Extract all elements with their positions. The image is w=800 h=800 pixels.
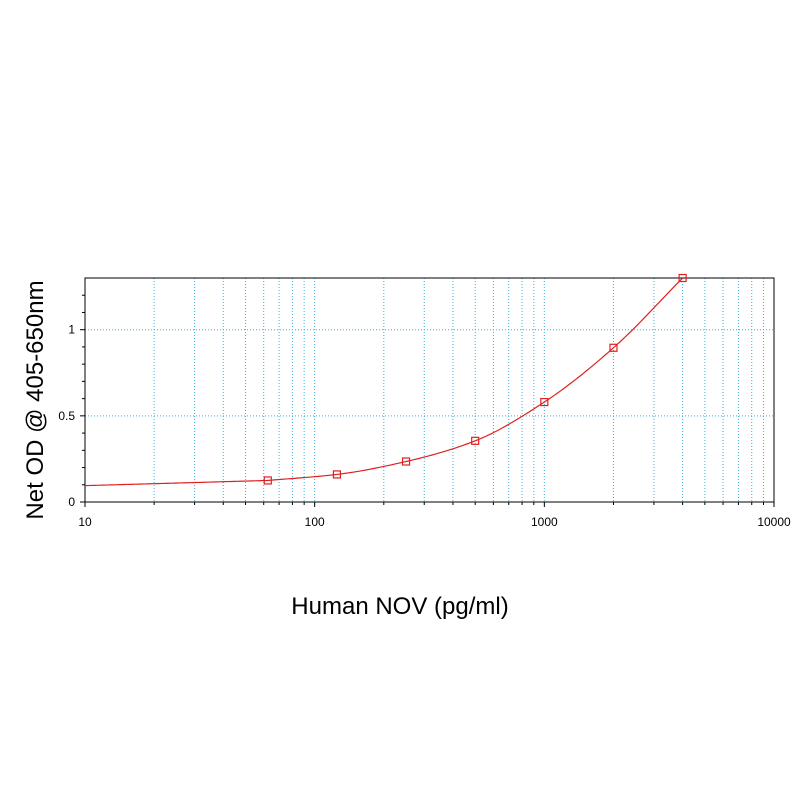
data-point	[401, 457, 411, 466]
y-axis-title: Net OD @ 405-650nm	[22, 280, 49, 519]
grid-layer	[85, 278, 774, 502]
series-layer	[84, 273, 687, 487]
data-point	[471, 436, 480, 445]
data-point	[540, 397, 549, 407]
plot-frame	[84, 277, 775, 503]
x-tick-label: 1000	[531, 515, 558, 529]
axis-layer: 10 100 1000 10000 0 0.5 1	[58, 294, 791, 529]
x-tick-label: 100	[305, 515, 325, 529]
data-point	[678, 273, 687, 283]
data-point	[332, 470, 342, 479]
data-point	[609, 343, 618, 352]
y-tick-label: 0	[68, 495, 75, 509]
x-axis-title: Human NOV (pg/ml)	[291, 593, 508, 620]
x-tick-label: 10000	[757, 515, 791, 529]
x-tick-label: 10	[78, 515, 92, 529]
data-point	[263, 476, 272, 485]
y-tick-label: 0.5	[58, 409, 75, 423]
fitted-curve	[84, 277, 684, 487]
y-tick-label: 1	[68, 323, 75, 337]
